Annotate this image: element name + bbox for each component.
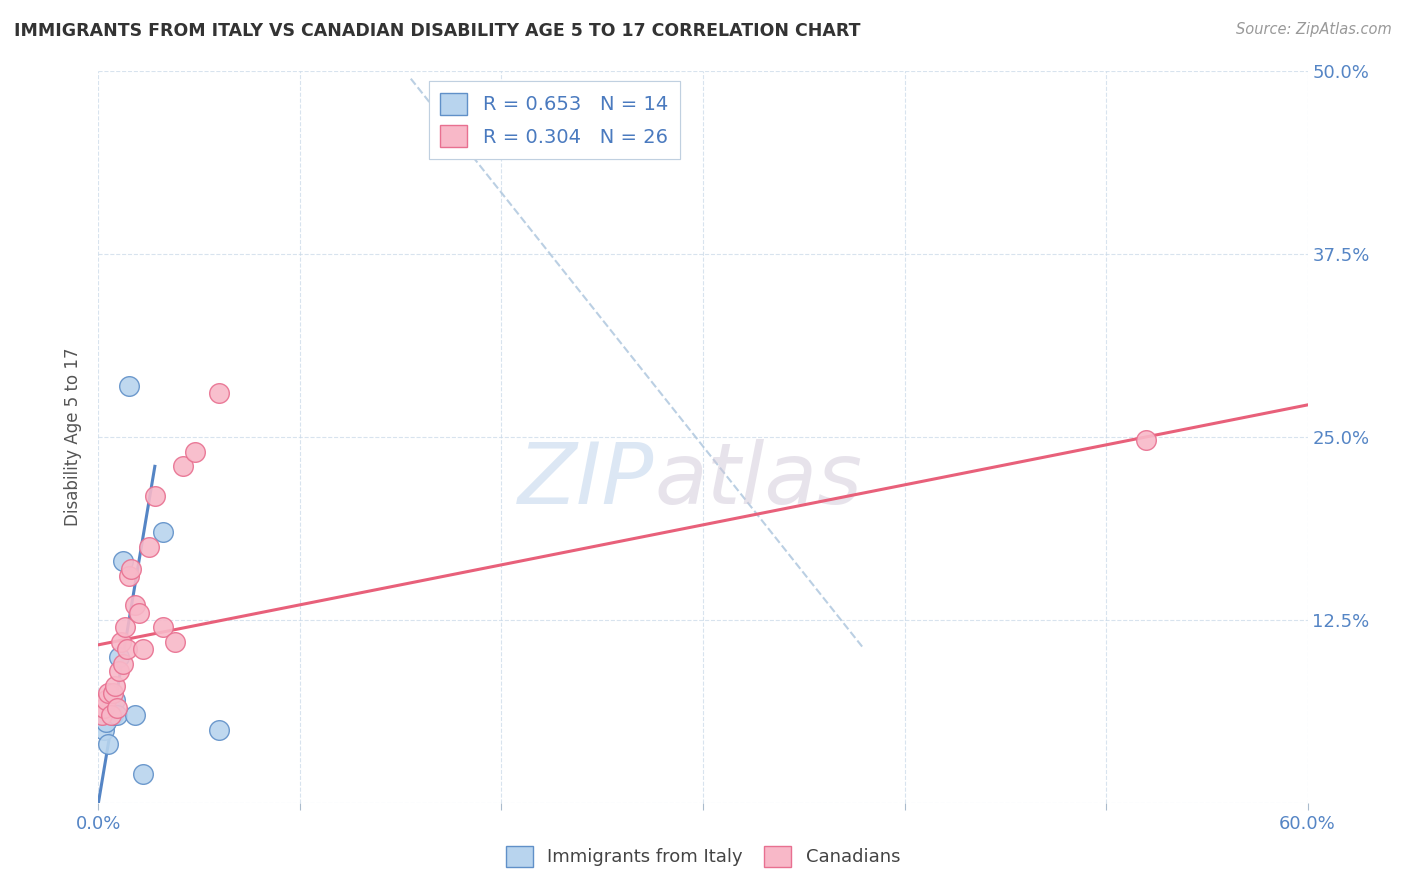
Point xyxy=(101,686,124,700)
Text: atlas: atlas xyxy=(655,440,863,523)
Point xyxy=(105,700,128,714)
Point xyxy=(97,686,120,700)
Point xyxy=(100,700,122,714)
Point xyxy=(118,569,141,583)
Point xyxy=(143,489,166,503)
Point xyxy=(111,657,134,671)
Point xyxy=(1135,433,1157,447)
Legend: R = 0.653   N = 14, R = 0.304   N = 26: R = 0.653 N = 14, R = 0.304 N = 26 xyxy=(429,81,681,159)
Text: Source: ZipAtlas.com: Source: ZipAtlas.com xyxy=(1236,22,1392,37)
Point xyxy=(96,715,118,730)
Text: IMMIGRANTS FROM ITALY VS CANADIAN DISABILITY AGE 5 TO 17 CORRELATION CHART: IMMIGRANTS FROM ITALY VS CANADIAN DISABI… xyxy=(14,22,860,40)
Point xyxy=(163,635,186,649)
Point xyxy=(152,525,174,540)
Legend: Immigrants from Italy, Canadians: Immigrants from Italy, Canadians xyxy=(498,838,908,874)
Point xyxy=(132,642,155,657)
Point xyxy=(100,708,122,723)
Point xyxy=(96,693,118,707)
Point xyxy=(111,554,134,568)
Point xyxy=(120,562,142,576)
Point xyxy=(93,700,115,714)
Point xyxy=(208,723,231,737)
Point xyxy=(103,679,125,693)
Point xyxy=(115,642,138,657)
Y-axis label: Disability Age 5 to 17: Disability Age 5 to 17 xyxy=(65,348,83,526)
Text: ZIP: ZIP xyxy=(519,440,655,523)
Point xyxy=(152,620,174,634)
Point xyxy=(114,620,136,634)
Point xyxy=(118,379,141,393)
Point xyxy=(91,708,114,723)
Point xyxy=(138,540,160,554)
Point xyxy=(172,459,194,474)
Point xyxy=(208,386,231,401)
Point xyxy=(124,599,146,613)
Point xyxy=(128,606,150,620)
Point xyxy=(184,444,207,458)
Point xyxy=(107,649,129,664)
Point xyxy=(97,737,120,751)
Point xyxy=(93,723,115,737)
Point xyxy=(107,664,129,678)
Point xyxy=(101,708,124,723)
Point xyxy=(132,766,155,780)
Point xyxy=(105,708,128,723)
Point xyxy=(124,708,146,723)
Point xyxy=(110,635,132,649)
Point xyxy=(103,693,125,707)
